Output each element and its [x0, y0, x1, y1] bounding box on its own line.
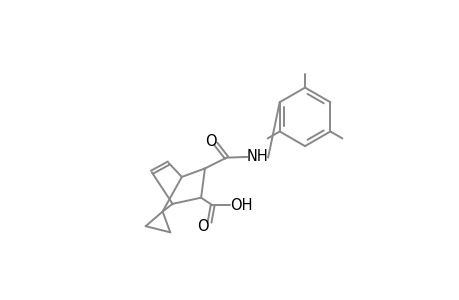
Text: O: O [205, 134, 217, 149]
Text: OH: OH [230, 198, 252, 213]
Text: NH: NH [246, 149, 268, 164]
Text: O: O [197, 219, 209, 234]
